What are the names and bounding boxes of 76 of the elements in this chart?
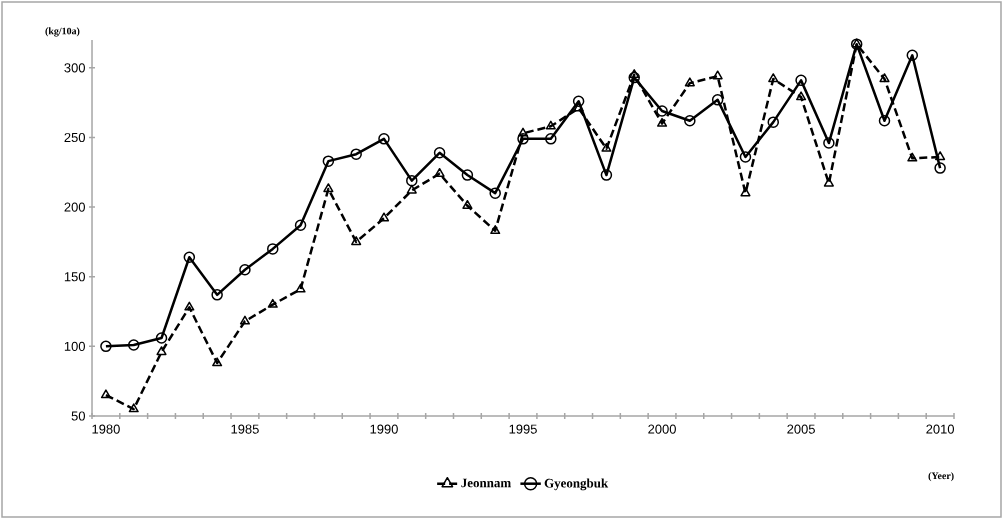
y-tick-label: 50	[71, 411, 85, 421]
y-tick-label: 100	[64, 341, 85, 351]
point	[795, 91, 807, 101]
point	[155, 332, 168, 344]
point	[656, 117, 668, 127]
point	[434, 167, 445, 177]
point	[545, 120, 556, 130]
point	[323, 183, 334, 193]
point	[906, 49, 919, 62]
point	[267, 243, 279, 255]
point	[184, 301, 195, 311]
legend-label: Gyeongbuk	[544, 478, 609, 491]
y-tick-label: 150	[64, 272, 85, 282]
y-tick-label: 250	[64, 132, 85, 143]
point	[600, 169, 613, 181]
point	[490, 225, 501, 235]
point	[211, 289, 223, 301]
point	[156, 346, 167, 356]
point	[295, 283, 306, 293]
point	[711, 94, 724, 106]
point	[823, 137, 835, 149]
x-tick-label: 2000	[648, 424, 676, 434]
point	[462, 199, 473, 209]
point	[322, 155, 335, 167]
point	[767, 116, 780, 128]
point	[935, 151, 946, 161]
point	[629, 69, 640, 79]
point	[879, 73, 890, 83]
point	[517, 127, 529, 137]
point	[100, 340, 112, 353]
point	[212, 357, 223, 367]
point	[351, 236, 362, 246]
point	[601, 142, 612, 152]
point	[684, 115, 696, 127]
x-tick-label: 1985	[231, 424, 259, 434]
point	[768, 73, 779, 83]
point	[712, 70, 723, 80]
x-tick-label: 1995	[509, 424, 537, 434]
point	[239, 264, 251, 276]
point	[907, 152, 918, 162]
point	[433, 147, 446, 159]
point	[294, 219, 307, 231]
x-axis-title: (Yeer)	[928, 472, 954, 482]
point	[572, 95, 585, 108]
point	[684, 77, 695, 87]
point	[628, 71, 640, 84]
point	[934, 162, 946, 174]
y-tick-label: 200	[64, 202, 85, 212]
y-axis-title: (kg/10a)	[45, 27, 80, 37]
point	[795, 74, 807, 87]
point	[823, 177, 834, 187]
legend-label: Jeonnam	[461, 478, 511, 488]
point	[406, 174, 418, 187]
point	[740, 187, 751, 197]
y-tick-label: 300	[64, 63, 85, 73]
x-tick-label: 2005	[787, 424, 815, 434]
point	[128, 403, 139, 413]
x-tick-label: 1990	[370, 424, 398, 434]
point	[239, 315, 251, 325]
point	[350, 148, 362, 160]
point	[461, 169, 474, 181]
x-tick-label: 2010	[926, 424, 955, 434]
point	[489, 187, 501, 199]
point	[517, 133, 529, 145]
point	[183, 251, 196, 263]
point	[406, 184, 417, 194]
point	[100, 389, 111, 399]
point	[739, 151, 752, 163]
x-tick-label: 1980	[92, 424, 120, 434]
point	[656, 105, 668, 117]
point	[127, 339, 140, 351]
point	[378, 212, 390, 222]
point	[267, 298, 278, 308]
point	[545, 133, 557, 145]
point	[378, 133, 390, 145]
point	[878, 115, 891, 127]
